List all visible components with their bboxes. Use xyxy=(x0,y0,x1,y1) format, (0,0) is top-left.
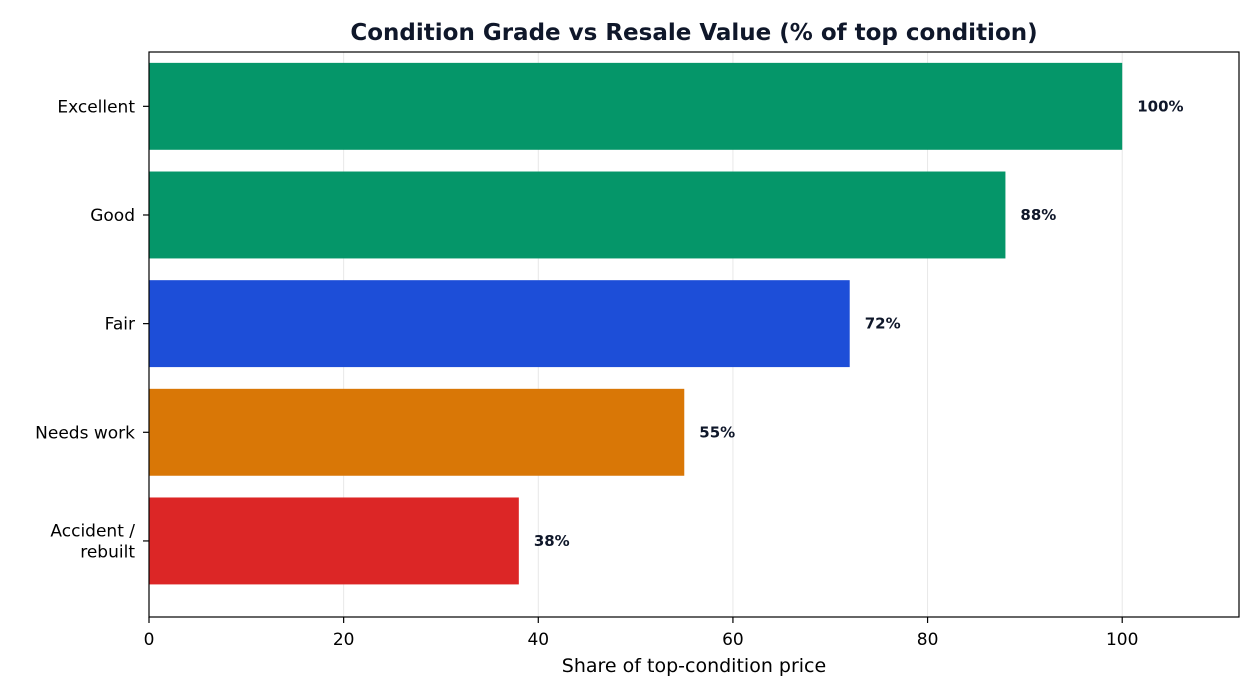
data-label: 55% xyxy=(699,423,735,441)
bar xyxy=(149,497,519,585)
y-tick-label: Good xyxy=(90,206,135,226)
data-label: 38% xyxy=(534,532,570,550)
y-tick-label: Fair xyxy=(105,315,135,335)
chart-title: Condition Grade vs Resale Value (% of to… xyxy=(350,20,1037,46)
y-axis: Excellent Good Fair Needs work Accident /reb… xyxy=(35,97,149,562)
data-label: 72% xyxy=(865,315,901,333)
x-tick-label: 80 xyxy=(917,630,939,650)
x-tick-label: 20 xyxy=(333,630,355,650)
data-label: 100% xyxy=(1137,97,1183,115)
x-axis-label: Share of top-condition price xyxy=(562,655,826,677)
bars xyxy=(149,62,1123,585)
y-tick-label: rebuilt xyxy=(80,542,135,562)
x-axis: 0 20 40 60 80 100 xyxy=(144,617,1138,650)
x-tick-label: 40 xyxy=(527,630,549,650)
x-tick-label: 60 xyxy=(722,630,744,650)
y-tick-label: Needs work xyxy=(35,423,135,443)
bar xyxy=(149,388,685,476)
y-tick-label: Excellent xyxy=(57,97,135,117)
data-labels: 100% 88% 72% 55% 38% xyxy=(534,97,1184,550)
bar xyxy=(149,280,850,368)
data-label: 88% xyxy=(1020,206,1056,224)
y-tick-label: Accident / xyxy=(50,521,135,541)
x-tick-label: 0 xyxy=(144,630,155,650)
plot-frame xyxy=(148,51,1240,618)
bar xyxy=(149,62,1123,150)
bar xyxy=(149,171,1006,259)
x-tick-label: 100 xyxy=(1106,630,1138,650)
